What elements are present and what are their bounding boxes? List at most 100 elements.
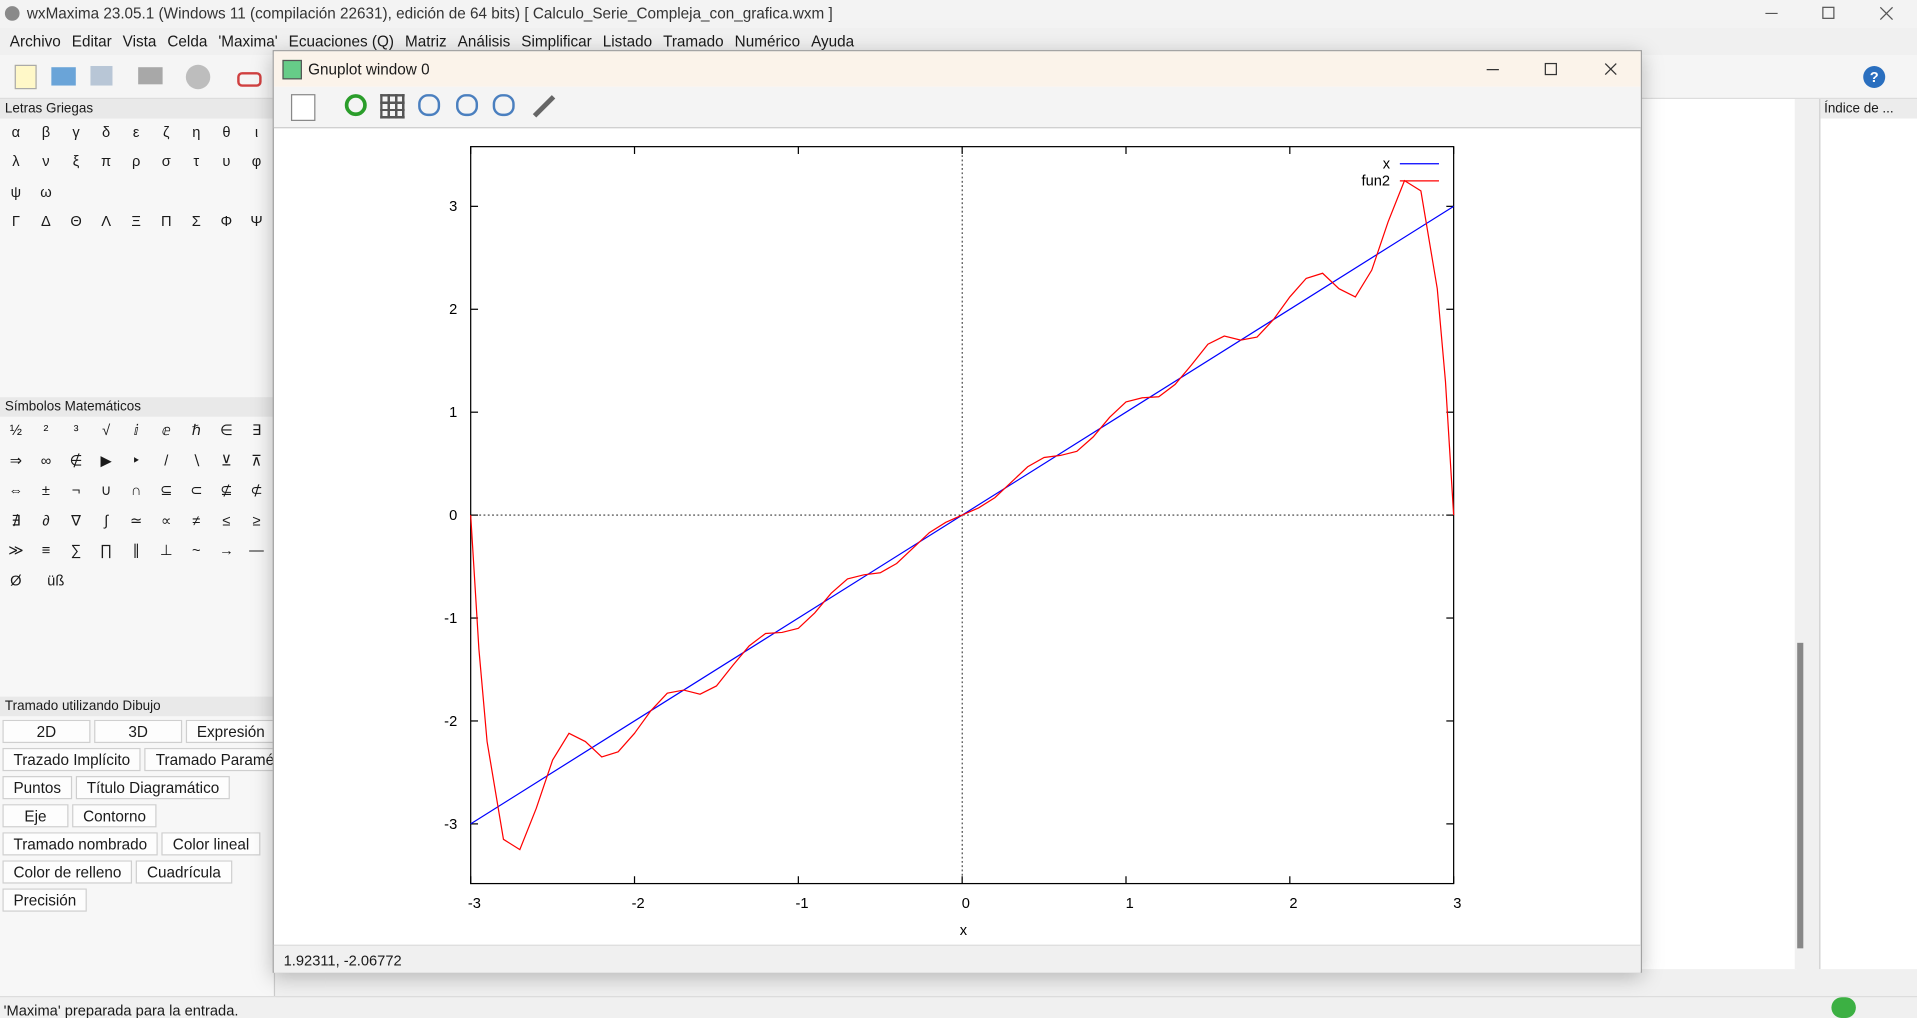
symbol-button[interactable]: ∏	[100, 541, 113, 559]
symbol-button[interactable]: ζ	[163, 123, 170, 141]
symbol-button[interactable]: ½	[9, 421, 23, 439]
panel-button[interactable]: Precisión	[2, 888, 88, 912]
export-icon[interactable]	[290, 94, 316, 121]
symbol-button[interactable]: θ	[222, 123, 231, 141]
symbol-button[interactable]: ~	[192, 541, 201, 559]
symbol-button[interactable]: ⇔	[8, 481, 24, 499]
symbol-button[interactable]: ℏ	[191, 421, 201, 439]
print-icon[interactable]	[138, 67, 163, 85]
menu-item[interactable]: Ayuda	[811, 32, 855, 51]
symbol-button[interactable]: α	[11, 123, 21, 141]
symbol-button[interactable]: σ	[161, 153, 171, 171]
symbol-button[interactable]: ‣	[131, 451, 141, 469]
symbol-button[interactable]: ≥	[252, 511, 261, 529]
symbol-button[interactable]: λ	[12, 153, 20, 171]
symbol-button[interactable]: υ	[222, 153, 231, 171]
symbol-button[interactable]: ⊥	[159, 541, 173, 559]
symbol-button[interactable]: π	[101, 153, 112, 171]
panel-button[interactable]: Color de relleno	[2, 860, 133, 884]
grid-icon[interactable]	[380, 94, 405, 119]
menu-item[interactable]: Matriz	[405, 32, 447, 51]
symbol-button[interactable]: ∪	[100, 481, 112, 499]
panel-button[interactable]: Contorno	[72, 804, 158, 828]
panel-button[interactable]: Trazado Implícito	[2, 747, 142, 772]
panel-button[interactable]: Cuadrícula	[136, 860, 232, 884]
symbol-button[interactable]: ▶	[100, 451, 112, 469]
symbol-button[interactable]: ⊂	[190, 481, 203, 499]
menu-item[interactable]: Simplificar	[521, 32, 592, 51]
cut-icon[interactable]	[237, 72, 262, 87]
symbol-button[interactable]: ±	[41, 481, 50, 499]
symbol-button[interactable]: ⅇ	[161, 421, 171, 439]
symbol-button[interactable]: ⊈	[220, 481, 233, 499]
symbol-button[interactable]: ⊆	[160, 481, 173, 499]
symbol-button[interactable]: ∇	[71, 511, 81, 529]
zoom-in-icon[interactable]	[456, 94, 479, 117]
panel-button[interactable]: Expresión	[185, 719, 274, 744]
symbol-button[interactable]: ≠	[192, 511, 201, 529]
settings-icon[interactable]	[185, 64, 211, 90]
panel-button[interactable]: Tramado nombrado	[2, 832, 159, 856]
symbol-button[interactable]: ∂	[42, 511, 50, 529]
symbol-button[interactable]: ∈	[220, 421, 233, 439]
scroll-thumb[interactable]	[1797, 642, 1804, 949]
symbol-button[interactable]: ω	[40, 183, 52, 201]
symbol-button[interactable]: ∞	[40, 451, 52, 469]
symbol-button[interactable]: ρ	[132, 153, 141, 171]
symbol-button[interactable]: ⊻	[221, 451, 232, 469]
symbol-button[interactable]: ⅈ	[133, 421, 139, 439]
panel-button[interactable]: Tramado Paramé	[144, 747, 274, 772]
panel-button[interactable]: 2D	[2, 719, 91, 744]
symbol-button[interactable]: ∝	[161, 511, 172, 529]
replot-icon[interactable]	[344, 94, 367, 117]
symbol-button[interactable]: δ	[102, 123, 111, 141]
menu-item[interactable]: Editar	[71, 32, 112, 51]
symbol-button[interactable]: Ψ	[250, 212, 263, 230]
symbol-button[interactable]: γ	[72, 123, 80, 141]
symbol-button[interactable]: ≃	[130, 511, 143, 529]
symbol-button[interactable]: ¬	[71, 481, 81, 499]
new-icon[interactable]	[14, 64, 37, 90]
menu-item[interactable]: Celda	[167, 32, 208, 51]
menu-item[interactable]: Vista	[122, 32, 157, 51]
help-icon[interactable]: ?	[1863, 65, 1886, 88]
panel-button[interactable]: Título Diagramático	[75, 776, 231, 800]
menu-item[interactable]: Listado	[602, 32, 653, 51]
gnuplot-controls[interactable]	[1472, 51, 1641, 86]
symbol-button[interactable]: Θ	[70, 212, 82, 230]
symbol-button[interactable]: Γ	[11, 212, 20, 230]
menu-item[interactable]: Tramado	[663, 32, 724, 51]
symbol-button[interactable]: ≫	[8, 541, 24, 559]
symbol-button[interactable]: ∩	[130, 481, 142, 499]
symbol-button[interactable]: ε	[132, 123, 140, 141]
symbol-button[interactable]: ∄	[11, 511, 21, 529]
symbol-button[interactable]: Ø	[10, 571, 22, 590]
save-icon[interactable]	[90, 65, 113, 86]
symbol-button[interactable]: β	[41, 123, 51, 141]
zoom-reset-icon[interactable]	[492, 94, 515, 117]
symbol-button[interactable]: ∉	[69, 451, 83, 469]
symbol-button[interactable]: ψ	[10, 183, 22, 201]
symbol-button[interactable]: /	[164, 451, 169, 469]
symbol-button[interactable]: Φ	[220, 212, 233, 230]
panel-button[interactable]: Eje	[2, 804, 69, 828]
panel-button[interactable]: Color lineal	[161, 832, 261, 856]
symbol-button[interactable]: ²	[43, 421, 49, 439]
symbol-button[interactable]: ⇒	[9, 451, 23, 469]
symbol-button[interactable]: ξ	[72, 153, 80, 171]
symbol-button[interactable]: ∫	[104, 511, 109, 529]
symbol-button[interactable]: ν	[42, 153, 50, 171]
menu-item[interactable]: 'Maxima'	[218, 32, 278, 51]
symbol-button[interactable]: ≡	[41, 541, 51, 559]
symbol-button[interactable]: Π	[160, 212, 172, 230]
menu-item[interactable]: Numérico	[734, 32, 801, 51]
symbol-button[interactable]: √	[102, 421, 111, 439]
symbol-button[interactable]: τ	[193, 153, 200, 171]
symbol-button[interactable]: Λ	[101, 212, 112, 230]
symbol-button[interactable]: ι	[254, 123, 259, 141]
symbol-button[interactable]: Σ	[191, 212, 201, 230]
symbol-button[interactable]: ∖	[191, 451, 201, 469]
symbol-button[interactable]: —	[249, 541, 264, 559]
panel-button[interactable]: Puntos	[2, 776, 73, 800]
symbol-button[interactable]: ∑	[70, 541, 82, 559]
